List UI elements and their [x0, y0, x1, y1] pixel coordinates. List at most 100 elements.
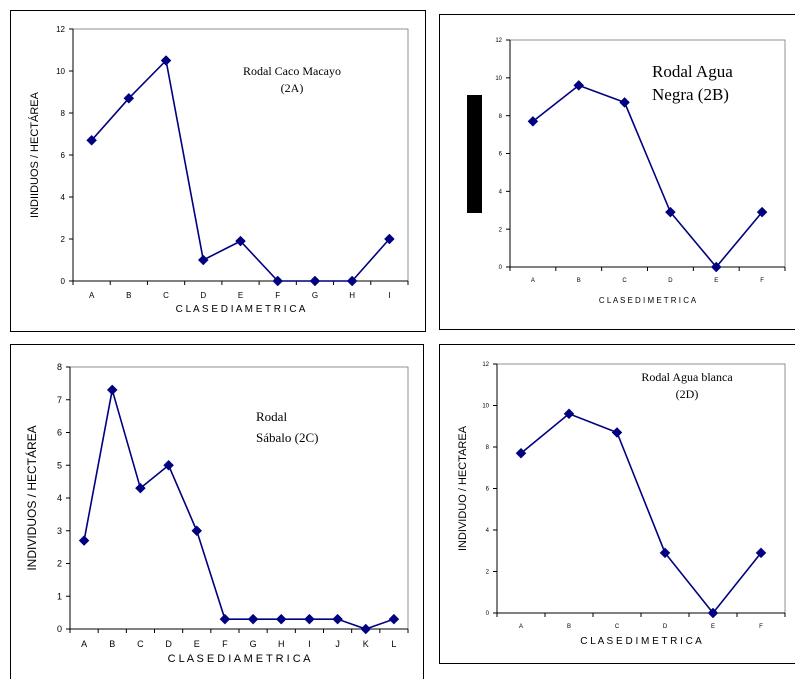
x-tick-label: H [278, 639, 285, 649]
black-bar-decoration [467, 95, 482, 213]
x-tick-label: E [238, 291, 243, 300]
y-tick-label: 4 [499, 189, 503, 195]
y-tick-label: 7 [57, 395, 62, 405]
x-tick-label: H [349, 291, 355, 300]
y-tick-label: 0 [57, 624, 62, 634]
y-axis-label: INDIVIDUO / HECTAREA [457, 425, 469, 551]
x-tick-label: A [81, 639, 87, 649]
data-point [332, 613, 343, 625]
x-tick-label: L [391, 639, 396, 649]
data-point [219, 613, 231, 625]
y-tick-label: 6 [486, 487, 490, 493]
x-tick-label: B [567, 624, 571, 630]
x-tick-label: C [615, 624, 620, 630]
y-axis-label: INDIIDUOS / HECTÁREA [28, 91, 41, 218]
chart-4: 0 2 4 6 8 10 12 A B C D E F C L A S E D I M E T R I C… [457, 362, 786, 647]
series-line [83, 389, 395, 630]
x-axis-label: C L A S E D I A M E T R I C A [168, 653, 312, 665]
series-line [520, 412, 762, 615]
data-point [135, 482, 146, 494]
x-tick-label: I [388, 291, 390, 300]
data-point [275, 613, 287, 625]
chart-annotation: Sábalo (2C) [256, 430, 318, 445]
chart-1: 0 2 4 6 8 10 12 A B C D E F G H I C L A S E D I A M E T … [28, 25, 409, 315]
y-tick-label: 8 [57, 362, 62, 372]
data-point [106, 384, 118, 396]
x-tick-label: F [275, 291, 280, 300]
y-tick-label: 10 [482, 404, 489, 410]
chart-panel-2c [10, 344, 424, 679]
x-tick-label: E [711, 624, 715, 630]
x-tick-label: A [519, 624, 523, 630]
x-tick-label: D [668, 278, 673, 284]
x-tick-label: G [250, 639, 257, 649]
data-point [163, 459, 174, 471]
y-tick-label: 2 [57, 559, 62, 569]
data-point [563, 408, 575, 420]
y-tick-label: 12 [482, 362, 489, 368]
x-tick-label: E [714, 278, 718, 284]
y-tick-label: 2 [61, 235, 66, 244]
y-tick-label: 4 [61, 193, 66, 202]
chart-annotation: Rodal [256, 409, 287, 424]
chart-panel-2b [439, 14, 795, 330]
data-point [665, 206, 676, 218]
x-tick-label: B [126, 291, 131, 300]
chart-annotation: Rodal Caco Macayo [243, 64, 341, 78]
data-point [707, 607, 719, 619]
y-axis-label: INDIVIDUOS / HECTÁREA [24, 425, 39, 570]
x-tick-label: K [363, 639, 369, 649]
data-point [197, 254, 209, 266]
y-tick-label: 8 [486, 445, 490, 451]
data-point [160, 55, 172, 66]
data-point [619, 97, 630, 108]
x-tick-label: F [222, 639, 228, 649]
chart-2: 0 2 4 6 8 10 12 A B C D E F C L A S E D I M E T R I C… [495, 38, 786, 305]
data-point [247, 613, 259, 625]
x-tick-label: G [312, 291, 318, 300]
y-tick-label: 6 [499, 152, 503, 158]
x-tick-label: E [194, 639, 200, 649]
x-tick-label: A [89, 291, 95, 300]
data-point [86, 134, 97, 146]
chart-annotation: Rodal Agua blanca [641, 370, 733, 384]
x-tick-label: D [663, 624, 668, 630]
y-tick-label: 10 [56, 67, 65, 76]
y-tick-label: 3 [57, 526, 62, 536]
y-tick-label: 10 [495, 76, 502, 82]
plot-frame [69, 366, 409, 630]
x-tick-label: C [163, 291, 169, 300]
x-axis-label: C L A S E D I M E T R I C A [599, 296, 697, 305]
data-point [755, 547, 767, 559]
chart-panel-2d [439, 344, 795, 664]
data-point [346, 275, 358, 287]
data-point [304, 613, 315, 625]
data-point [191, 525, 203, 537]
data-point [235, 235, 246, 247]
y-tick-label: 6 [57, 428, 62, 438]
y-tick-label: 0 [499, 265, 503, 271]
data-point [710, 261, 722, 273]
series-line [532, 84, 763, 269]
chart-panel-2a [10, 10, 426, 332]
chart-annotation: (2D) [676, 387, 699, 401]
y-tick-label: 0 [486, 611, 490, 617]
data-point [515, 447, 527, 459]
chart-3: 0 1 2 3 4 5 6 7 8 A B C D E F G H I J K L C L A S E D I A M E… [24, 362, 409, 665]
data-point [309, 275, 321, 287]
y-tick-label: 4 [486, 528, 490, 534]
data-point [388, 613, 400, 625]
series-line [91, 58, 390, 282]
data-point [272, 275, 284, 287]
x-tick-label: A [531, 278, 535, 284]
y-tick-label: 6 [61, 151, 66, 160]
data-point [527, 115, 539, 127]
x-tick-label: B [577, 278, 581, 284]
x-tick-label: I [308, 639, 311, 649]
chart-annotation: Rodal Agua [652, 62, 733, 81]
data-point [78, 535, 90, 546]
x-tick-label: C [622, 278, 627, 284]
x-tick-label: B [109, 639, 115, 649]
x-tick-label: D [200, 291, 206, 300]
